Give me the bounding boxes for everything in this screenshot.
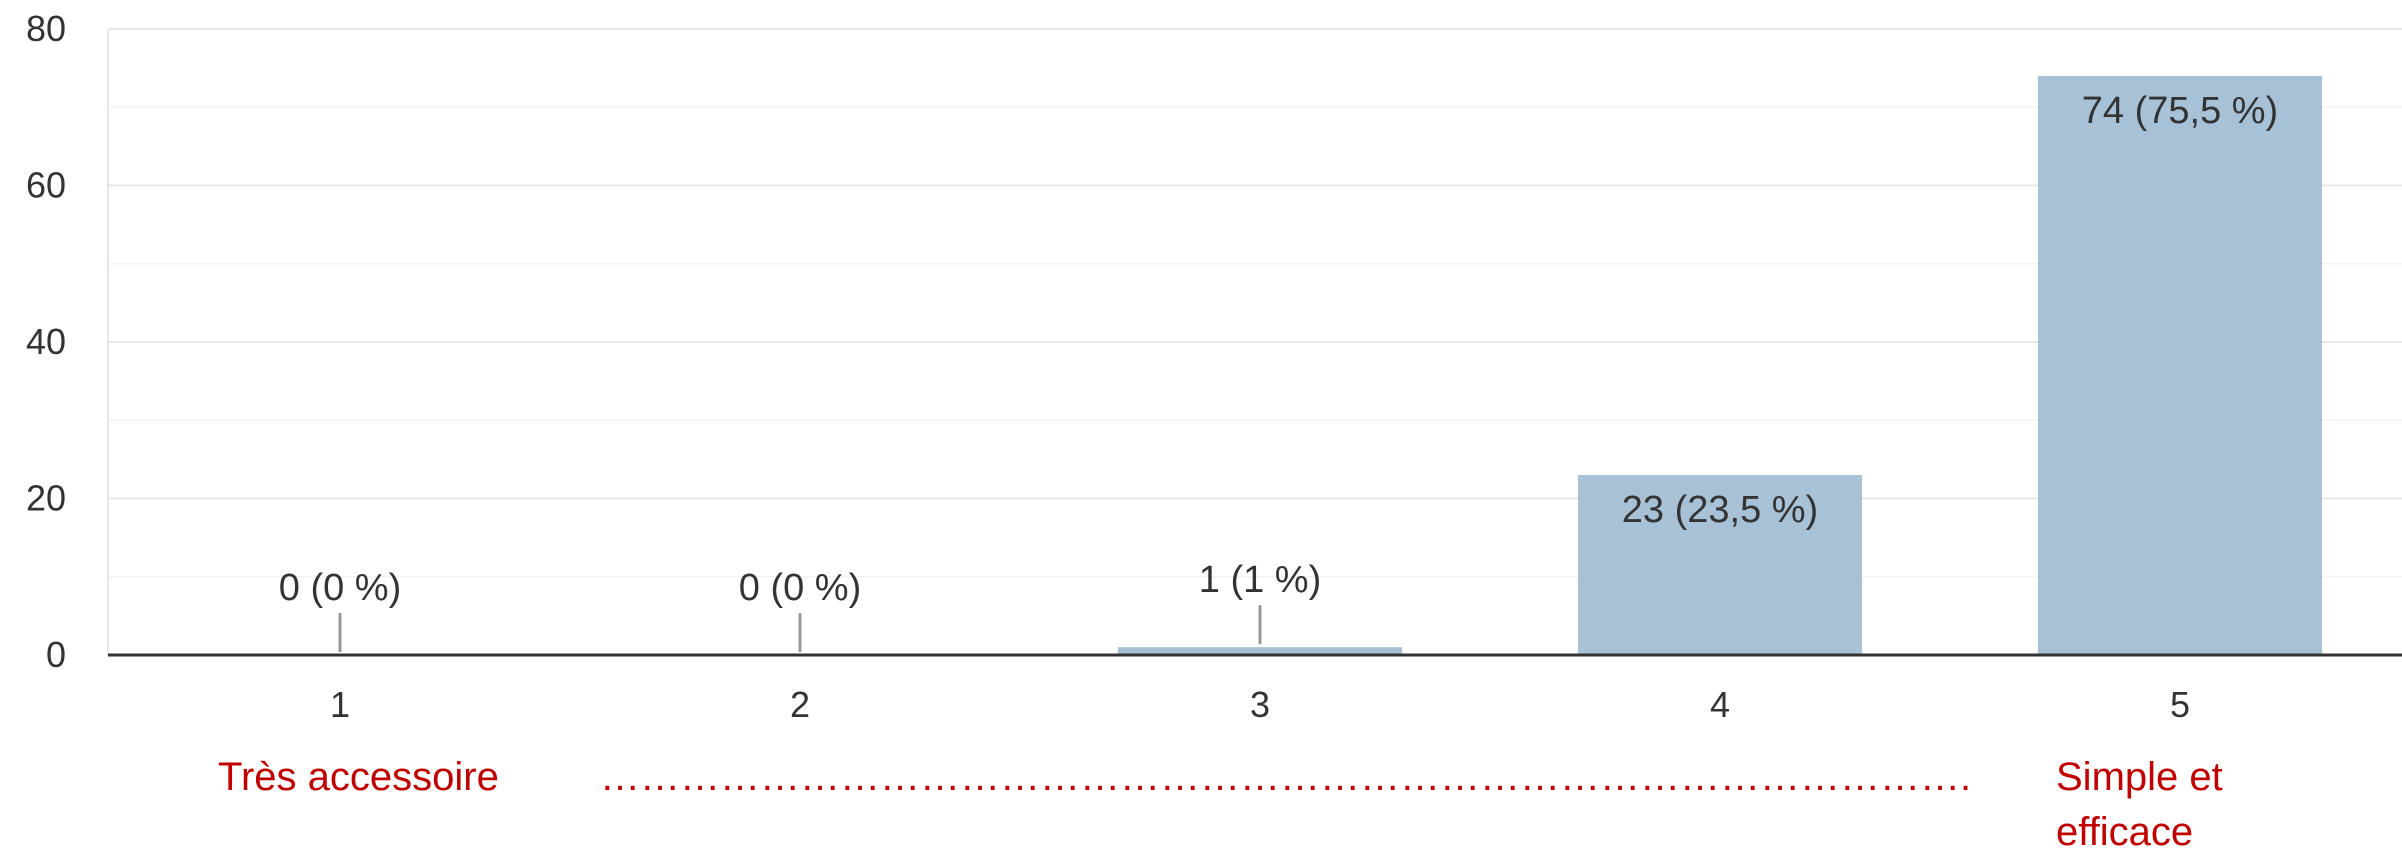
bar <box>1578 475 1862 655</box>
y-tick-label: 40 <box>26 321 66 362</box>
scale-high-label-line2: efficace <box>2056 810 2193 852</box>
y-tick-label: 80 <box>26 8 66 49</box>
scale-annotations: Très accessoire ………………………………………………………………… <box>218 755 2223 852</box>
x-tick-label: 3 <box>1250 684 1270 725</box>
x-tick-label: 5 <box>2170 684 2190 725</box>
y-tick-label: 60 <box>26 165 66 206</box>
data-label: 74 (75,5 %) <box>2082 90 2278 132</box>
data-label: 1 (1 %) <box>1199 559 1321 601</box>
scale-low-label: Très accessoire <box>218 755 499 799</box>
bars <box>1118 75 2322 655</box>
scale-dotted-line: …………………………………………………………………………………………. <box>600 755 1971 799</box>
gridlines <box>107 28 2402 655</box>
data-labels: 0 (0 %) 0 (0 %) 1 (1 %) 23 (23,5 %) 74 (75,5… <box>279 90 2278 652</box>
x-tick-label: 2 <box>790 684 810 725</box>
x-tick-label: 4 <box>1710 684 1730 725</box>
data-label: 0 (0 %) <box>739 567 861 609</box>
y-tick-label: 0 <box>46 634 66 675</box>
bar <box>2038 75 2322 655</box>
data-label: 23 (23,5 %) <box>1622 489 1818 531</box>
bar <box>1118 647 1402 655</box>
scale-high-label-line1: Simple et <box>2056 755 2223 799</box>
x-tick-label: 1 <box>330 684 350 725</box>
data-label: 0 (0 %) <box>279 567 401 609</box>
y-tick-label: 20 <box>26 478 66 519</box>
axes: 0 20 40 60 80 1 2 3 4 5 <box>26 8 2402 725</box>
